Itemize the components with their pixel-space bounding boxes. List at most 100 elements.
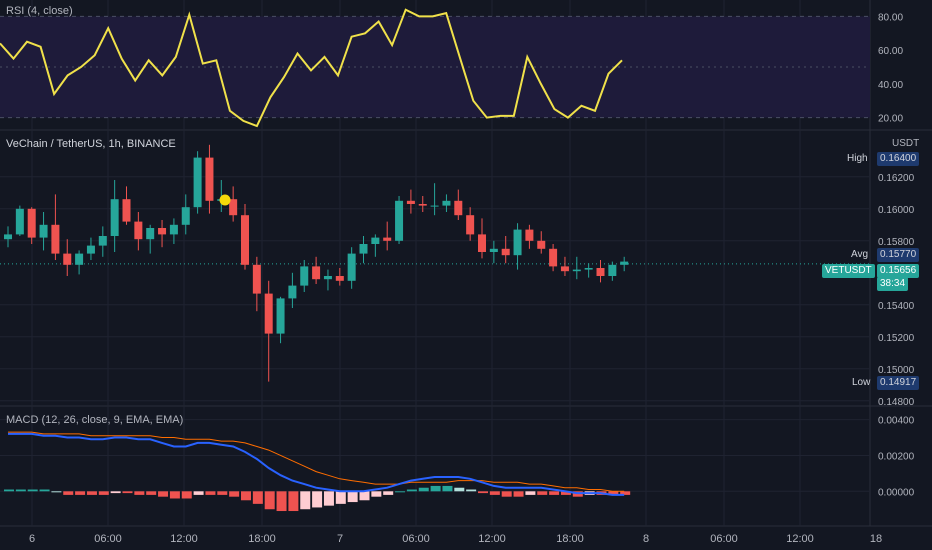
price-axis-label: 0.14800 xyxy=(878,397,915,408)
macd-hist-bar xyxy=(51,491,62,493)
candle-body xyxy=(406,200,415,204)
macd-hist-bar xyxy=(122,491,133,494)
candle-body xyxy=(430,205,439,207)
avg-tag: Avg xyxy=(851,249,869,260)
macd-hist-bar xyxy=(158,491,169,497)
candle-body xyxy=(478,234,486,252)
high-price-label: 0.16400 xyxy=(877,152,920,166)
candle-body xyxy=(323,276,332,280)
macd-hist-bar xyxy=(63,491,74,495)
macd-hist-bar xyxy=(395,491,406,493)
macd-hist-bar xyxy=(608,491,619,495)
price-axis-label: 0.15800 xyxy=(878,237,915,248)
macd-hist-bar xyxy=(347,491,358,503)
rsi-axis-label: 80.00 xyxy=(878,12,903,23)
candle-body xyxy=(489,248,498,252)
time-axis-label: 06:00 xyxy=(402,533,430,545)
candle-body xyxy=(454,200,463,216)
macd-title[interactable]: MACD (12, 26, close, 9, EMA, EMA) xyxy=(6,414,184,426)
macd-axis-label: 0.00200 xyxy=(878,451,915,462)
macd-hist-bar xyxy=(75,491,86,495)
candle-body xyxy=(418,204,427,206)
macd-hist-bar xyxy=(146,491,157,495)
high-tag: High xyxy=(847,153,868,164)
macd-axis-label: 0.00400 xyxy=(878,416,915,427)
candle-body xyxy=(312,266,321,280)
macd-hist-bar xyxy=(193,491,204,495)
candle-body xyxy=(134,221,143,240)
time-axis-label: 18:00 xyxy=(556,533,584,545)
candle-body xyxy=(347,253,356,281)
candle-body xyxy=(169,224,178,235)
candle-body xyxy=(229,199,238,216)
macd-hist-bar xyxy=(229,491,240,497)
macd-hist-bar xyxy=(406,489,417,492)
candle-body xyxy=(513,229,522,256)
price-axis-label: 0.16000 xyxy=(878,205,915,216)
candle-body xyxy=(335,276,344,281)
time-axis-label: 06:00 xyxy=(94,533,122,545)
symbol-tag: VETUSDT xyxy=(822,264,875,278)
macd-hist-bar xyxy=(98,491,109,495)
time-axis-label: 8 xyxy=(643,533,649,545)
candle-body xyxy=(241,215,249,265)
macd-hist-bar xyxy=(288,491,299,512)
time-axis-label: 12:00 xyxy=(170,533,198,545)
macd-axis-label: 0.00000 xyxy=(878,487,915,498)
candle-body xyxy=(501,248,510,256)
rsi-title[interactable]: RSI (4, close) xyxy=(6,5,73,17)
candle-body xyxy=(572,269,581,272)
macd-hist-bar xyxy=(241,491,251,501)
candle-body xyxy=(110,199,119,236)
candle-body xyxy=(264,293,273,334)
macd-hist-bar xyxy=(418,487,429,492)
macd-hist-bar xyxy=(560,491,571,495)
candle-body xyxy=(584,268,593,270)
macd-hist-bar xyxy=(454,487,465,492)
macd-hist-bar xyxy=(27,489,38,492)
candle-body xyxy=(181,207,190,225)
candle-body xyxy=(252,264,261,294)
macd-hist-bar xyxy=(169,491,180,499)
macd-hist-bar xyxy=(110,491,121,494)
macd-hist-bar xyxy=(300,491,311,510)
macd-hist-bar xyxy=(4,489,14,492)
candle-body xyxy=(4,234,12,240)
macd-hist-bar xyxy=(86,491,97,495)
countdown-label: 38:34 xyxy=(877,277,909,291)
candle-body xyxy=(608,264,617,276)
candle-body xyxy=(276,298,285,334)
rsi-axis-label: 60.00 xyxy=(878,46,903,57)
candle-body xyxy=(300,266,309,286)
macd-hist-bar xyxy=(39,489,50,492)
candle-body xyxy=(560,266,569,272)
price-axis-label: 0.15000 xyxy=(878,365,915,376)
candle-body xyxy=(63,253,72,265)
low-tag: Low xyxy=(852,377,871,388)
price-axis-label: 0.16200 xyxy=(878,173,915,184)
candle-body xyxy=(549,248,558,267)
macd-signal-line xyxy=(8,431,625,492)
candle-body xyxy=(383,237,392,241)
chart-title[interactable]: VeChain / TetherUS, 1h, BINANCE xyxy=(6,138,176,150)
macd-hist-bar xyxy=(466,489,477,492)
macd-hist-bar xyxy=(549,491,560,495)
avg-price-label: 0.15770 xyxy=(877,248,920,262)
macd-hist-bar xyxy=(620,491,631,495)
candle-body xyxy=(75,253,84,265)
candle-body xyxy=(596,268,605,276)
candle-body xyxy=(15,208,24,235)
last-price-label: 0.15656 xyxy=(877,264,920,278)
macd-hist-bar xyxy=(430,485,441,492)
macd-hist-bar xyxy=(537,491,548,495)
rsi-line xyxy=(0,8,623,128)
signal-dot xyxy=(219,194,231,206)
candle-body xyxy=(537,240,546,249)
macd-hist-bar xyxy=(276,491,287,512)
macd-hist-bar xyxy=(525,491,536,495)
candle-body xyxy=(288,285,297,299)
macd-hist-bar xyxy=(15,489,26,492)
candle-body xyxy=(86,245,95,254)
